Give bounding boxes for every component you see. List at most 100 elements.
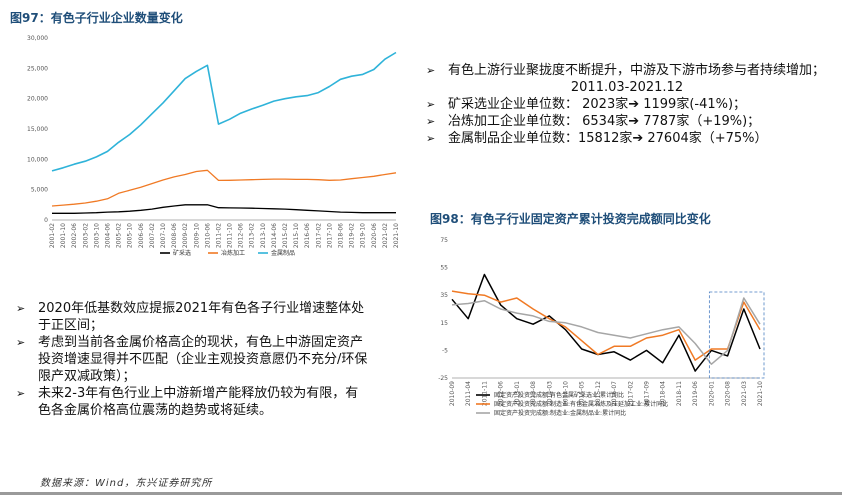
- x-tick-label: 2014-10: [562, 381, 569, 406]
- left-bullet-2: ➢ 考虑到当前各金属价格高企的现状，有色上中游固定资产投资增速显得并不匹配（企业主…: [12, 334, 368, 385]
- x-tick-label: 2020-08: [725, 381, 732, 406]
- legend-label: 固定资产投资完成额:有色金属矿采选业:累计同比: [494, 391, 624, 399]
- y-tick-label: 20,000: [27, 96, 48, 103]
- arrow-bullet-icon: ➢: [16, 387, 26, 400]
- x-tick-label: 2010-06: [204, 223, 211, 248]
- series-line-0: [52, 204, 396, 214]
- right-bullet-1-text: 有色上游行业聚拢度不断提升，中游及下游市场参与者持续增加；: [448, 63, 826, 78]
- data-source: 数据来源：Wind，东兴证券研究所: [40, 478, 213, 489]
- x-tick-label: 2013-10: [260, 223, 267, 248]
- x-tick-label: 2001-02: [49, 223, 56, 248]
- right-bullet-4-text: 金属制品企业单位数：15812家➔ 27604家（+75%）: [448, 131, 768, 146]
- left-bullet-3-text: 未来2-3年有色行业上中游新增产能释放仍较为有限，有色各金属价格高位震荡的趋势或…: [38, 386, 359, 418]
- left-bullet-1: ➢ 2020年低基数效应提振2021年有色各子行业增速整体处于正区间；: [12, 300, 368, 334]
- x-tick-label: 2009-10: [193, 223, 200, 248]
- x-tick-label: 2021-10: [393, 223, 400, 248]
- series-line-2: [51, 51, 397, 172]
- y-tick-label: 5,000: [31, 187, 48, 194]
- x-tick-label: 2004-06: [104, 223, 111, 248]
- x-tick-label: 2016-06: [304, 223, 311, 248]
- x-tick-label: 2017-02: [315, 223, 322, 248]
- bottom-rule: [0, 492, 842, 495]
- arrow-bullet-icon: ➢: [16, 336, 26, 349]
- x-tick-label: 2017-10: [326, 223, 333, 248]
- y-tick-label: 15: [440, 320, 448, 327]
- x-tick-label: 2021-10: [757, 381, 764, 406]
- legend-label: 冶炼加工: [221, 249, 245, 257]
- x-tick-label: 2017-02: [627, 381, 634, 406]
- x-tick-label: 2007-10: [160, 223, 167, 248]
- series-line-1: [51, 169, 397, 207]
- x-tick-label: 2005-02: [116, 223, 123, 248]
- x-tick-label: 2013-08: [530, 381, 537, 406]
- legend-label: 金属制品: [271, 249, 295, 257]
- fig97-title: 图97：有色子行业企业数量变化: [10, 11, 183, 25]
- right-bullet-4: ➢ 金属制品企业单位数：15812家➔ 27604家（+75%）: [422, 130, 832, 147]
- left-bullet-2-text: 考虑到当前各金属价格高企的现状，有色上中游固定资产投资增速显得并不匹配（企业主观…: [38, 335, 368, 384]
- y-tick-label: -5: [442, 347, 448, 354]
- x-tick-label: 2003-02: [82, 223, 89, 248]
- arrow-bullet-icon: ➢: [426, 115, 436, 128]
- y-tick-label: 0: [44, 217, 48, 224]
- highlight-box: [708, 291, 765, 379]
- x-tick-label: 2017-09: [644, 381, 651, 406]
- legend-label: 固定资产投资完成额:制造业:有色金属冶炼及压延加工业:累计同比: [494, 400, 668, 408]
- x-tick-label: 2002-06: [71, 223, 78, 248]
- arrow-bullet-icon: ➢: [426, 98, 436, 111]
- series-line-0: [451, 273, 761, 372]
- right-bullet-2-text: 矿采选业企业单位数： 2023家➔ 1199家(-41%)；: [448, 97, 747, 112]
- y-tick-label: 75: [440, 237, 448, 244]
- x-tick-label: 2012-06: [238, 223, 245, 248]
- x-tick-label: 2011-11: [481, 381, 488, 406]
- arrow-bullet-icon: ➢: [16, 302, 26, 315]
- x-tick-label: 2015-05: [579, 381, 586, 406]
- x-tick-label: 2014-06: [271, 223, 278, 248]
- y-tick-label: 10,000: [27, 156, 48, 163]
- x-tick-label: 2019-10: [360, 223, 367, 248]
- right-bullet-3-text: 冶炼加工企业单位数： 6534家➔ 7787家（+19%)；: [448, 114, 761, 129]
- x-tick-label: 2020-06: [371, 223, 378, 248]
- x-tick-label: 2019-06: [692, 381, 699, 406]
- legend-label: 固定资产投资完成额:制造业:金属制品业:累计同比: [494, 409, 626, 417]
- chart-enterprise-count: 0 5,000 10,000 15,000 20,000 25,000 30,000 2001…: [27, 35, 400, 257]
- arrow-bullet-icon: ➢: [426, 132, 436, 145]
- x-tick-label: 2018-04: [660, 381, 667, 406]
- x-tick-label: 2015-12: [595, 381, 602, 406]
- x-tick-label: 2015-10: [293, 223, 300, 248]
- right-bullet-3: ➢ 冶炼加工企业单位数： 6534家➔ 7787家（+19%)；: [422, 113, 832, 130]
- y-tick-label: 30,000: [27, 35, 48, 42]
- y-tick-label: 25,000: [27, 65, 48, 72]
- arrow-bullet-icon: ➢: [426, 64, 436, 77]
- x-tick-label: 2008-06: [171, 223, 178, 248]
- left-bullet-3: ➢ 未来2-3年有色行业上中游新增产能释放仍较为有限，有色各金属价格高位震荡的趋势…: [12, 385, 368, 419]
- x-tick-label: 2003-10: [93, 223, 100, 248]
- x-tick-label: 2011-10: [227, 223, 234, 248]
- x-tick-label: 2018-11: [676, 381, 683, 406]
- right-bullet-1: ➢ 有色上游行业聚拢度不断提升，中游及下游市场参与者持续增加；: [422, 62, 832, 79]
- y-tick-label: 55: [440, 265, 448, 272]
- x-tick-label: 2015-02: [282, 223, 289, 248]
- right-bullet-2: ➢ 矿采选业企业单位数： 2023家➔ 1199家(-41%)；: [422, 96, 832, 113]
- x-tick-label: 2007-02: [149, 223, 156, 248]
- x-tick-label: 2014-03: [546, 381, 553, 406]
- x-tick-label: 2005-10: [127, 223, 134, 248]
- x-tick-label: 2016-07: [611, 381, 618, 406]
- x-tick-label: 2020-01: [708, 381, 715, 406]
- x-tick-label: 2011-02: [215, 223, 222, 248]
- legend-label: 矿采选: [173, 249, 191, 257]
- x-tick-label: 2021-02: [382, 223, 389, 248]
- x-tick-label: 2019-02: [349, 223, 356, 248]
- x-tick-label: 2021-03: [741, 381, 748, 406]
- x-tick-label: 2011-04: [465, 381, 472, 406]
- series-line-2: [451, 297, 761, 365]
- right-text-block: ➢ 有色上游行业聚拢度不断提升，中游及下游市场参与者持续增加； 2011.03-2…: [422, 62, 832, 147]
- y-tick-label: 15,000: [27, 126, 48, 133]
- series-line-1: [451, 290, 761, 361]
- x-tick-label: 2010-09: [449, 381, 456, 406]
- left-text-block: ➢ 2020年低基数效应提振2021年有色各子行业增速整体处于正区间； ➢ 考虑到当…: [12, 300, 368, 419]
- x-tick-label: 2018-06: [338, 223, 345, 248]
- x-tick-label: 2001-10: [60, 223, 67, 248]
- x-tick-label: 2013-01: [514, 381, 521, 406]
- right-period: 2011.03-2021.12: [570, 80, 684, 95]
- x-tick-label: 2012-06: [498, 381, 505, 406]
